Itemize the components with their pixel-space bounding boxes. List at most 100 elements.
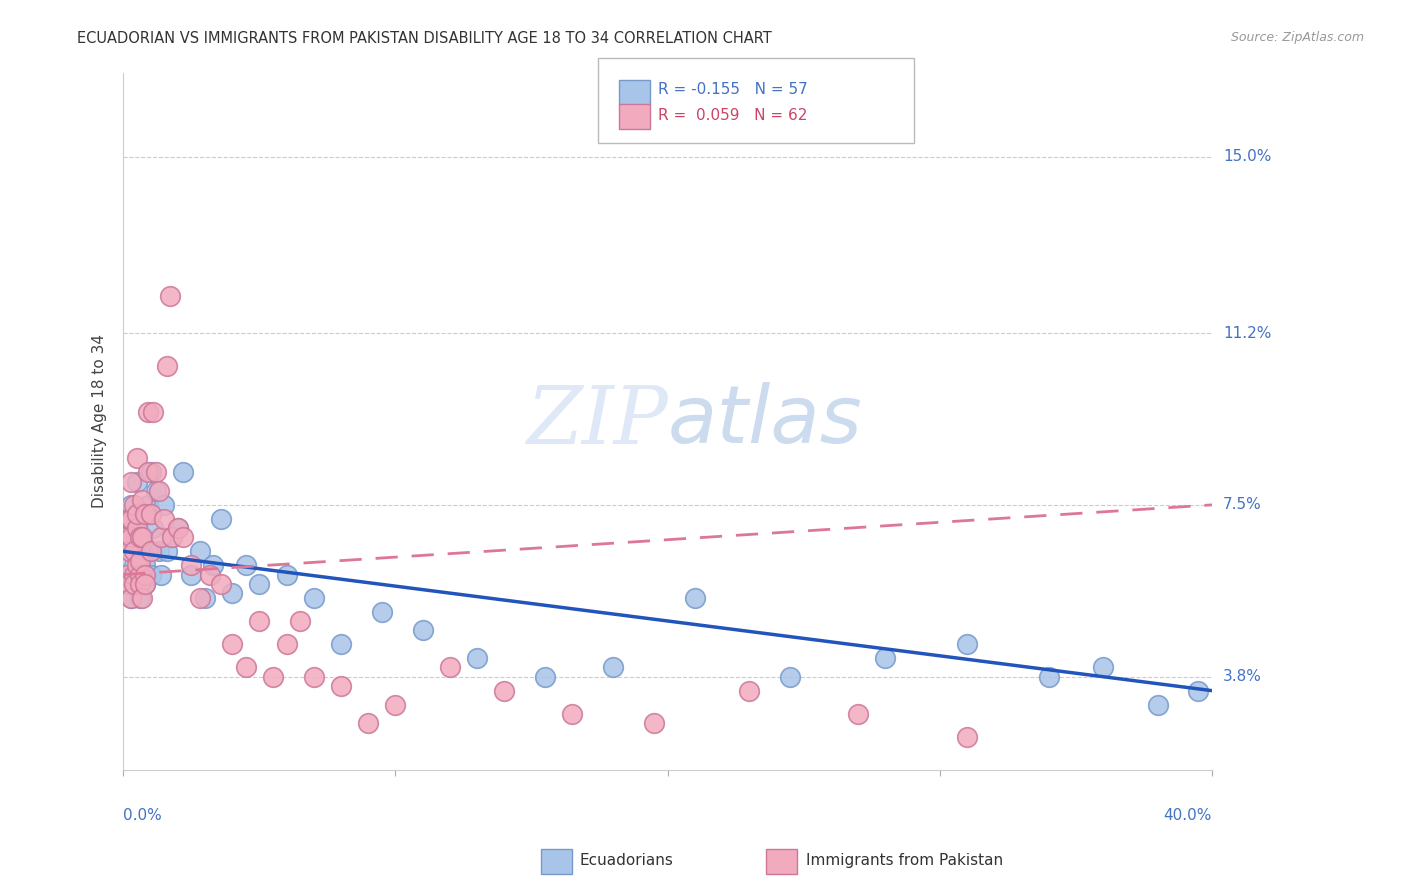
Point <box>125 451 148 466</box>
Point <box>1146 698 1168 712</box>
Point <box>128 577 150 591</box>
Point <box>302 670 325 684</box>
Point <box>136 405 159 419</box>
Point <box>121 544 143 558</box>
Point <box>125 544 148 558</box>
Y-axis label: Disability Age 18 to 34: Disability Age 18 to 34 <box>93 334 107 508</box>
Point <box>846 706 869 721</box>
Point <box>534 670 557 684</box>
Point <box>235 558 257 573</box>
Text: atlas: atlas <box>668 383 862 460</box>
Text: 11.2%: 11.2% <box>1223 326 1271 341</box>
Point <box>136 544 159 558</box>
Point <box>131 530 153 544</box>
Point <box>330 637 353 651</box>
Point <box>172 530 194 544</box>
Point <box>122 577 145 591</box>
Point <box>139 544 162 558</box>
Text: Ecuadorians: Ecuadorians <box>579 854 673 868</box>
Point <box>139 466 162 480</box>
Point <box>128 512 150 526</box>
Point <box>357 716 380 731</box>
Point <box>779 670 801 684</box>
Point <box>128 553 150 567</box>
Point <box>118 512 141 526</box>
Point <box>125 507 148 521</box>
Text: 0.0%: 0.0% <box>124 808 162 823</box>
Point <box>209 512 232 526</box>
Point <box>162 530 184 544</box>
Point <box>683 591 706 605</box>
Point <box>302 591 325 605</box>
Point <box>1038 670 1060 684</box>
Point <box>247 577 270 591</box>
Point <box>142 405 165 419</box>
Point <box>162 530 184 544</box>
Point <box>118 544 141 558</box>
Point <box>122 567 145 582</box>
Point <box>131 493 153 508</box>
Point <box>276 637 298 651</box>
Point <box>121 475 143 489</box>
Point <box>128 530 150 544</box>
Text: ECUADORIAN VS IMMIGRANTS FROM PAKISTAN DISABILITY AGE 18 TO 34 CORRELATION CHART: ECUADORIAN VS IMMIGRANTS FROM PAKISTAN D… <box>77 31 772 46</box>
Point <box>153 512 176 526</box>
Point <box>121 512 143 526</box>
Point <box>643 716 665 731</box>
Point <box>166 521 188 535</box>
Point <box>188 591 211 605</box>
Point <box>956 730 979 744</box>
Point <box>131 567 153 582</box>
Point <box>142 521 165 535</box>
Point <box>150 530 173 544</box>
Point <box>136 466 159 480</box>
Point <box>384 698 406 712</box>
Point <box>139 507 162 521</box>
Text: 15.0%: 15.0% <box>1223 149 1271 164</box>
Point <box>494 683 516 698</box>
Point <box>139 567 162 582</box>
Point <box>465 651 488 665</box>
Point <box>148 544 170 558</box>
Text: R = -0.155   N = 57: R = -0.155 N = 57 <box>658 82 808 96</box>
Point <box>247 614 270 628</box>
Text: 40.0%: 40.0% <box>1164 808 1212 823</box>
Point <box>118 567 141 582</box>
Point <box>118 577 141 591</box>
Point <box>145 483 167 498</box>
Point <box>180 567 202 582</box>
Point <box>153 498 176 512</box>
Point <box>221 586 243 600</box>
Point <box>134 567 156 582</box>
Point <box>115 567 138 582</box>
Point <box>956 637 979 651</box>
Point <box>121 498 143 512</box>
Point <box>128 567 150 582</box>
Point <box>131 591 153 605</box>
Point <box>1092 660 1115 674</box>
Text: ZIP: ZIP <box>526 383 668 460</box>
Point <box>134 577 156 591</box>
Point <box>200 567 222 582</box>
Point <box>602 660 624 674</box>
Point <box>221 637 243 651</box>
Point <box>439 660 461 674</box>
Point <box>561 706 583 721</box>
Point <box>118 512 141 526</box>
Point <box>115 530 138 544</box>
Point <box>134 577 156 591</box>
Point <box>150 567 173 582</box>
Point <box>125 567 148 582</box>
Point <box>166 521 188 535</box>
Point <box>209 577 232 591</box>
Point <box>1187 683 1209 698</box>
Point <box>115 530 138 544</box>
Point <box>125 475 148 489</box>
Point <box>134 558 156 573</box>
Point <box>122 558 145 573</box>
Point <box>131 530 153 544</box>
Point <box>121 591 143 605</box>
Point <box>172 466 194 480</box>
Point <box>156 544 179 558</box>
Text: R =  0.059   N = 62: R = 0.059 N = 62 <box>658 109 807 123</box>
